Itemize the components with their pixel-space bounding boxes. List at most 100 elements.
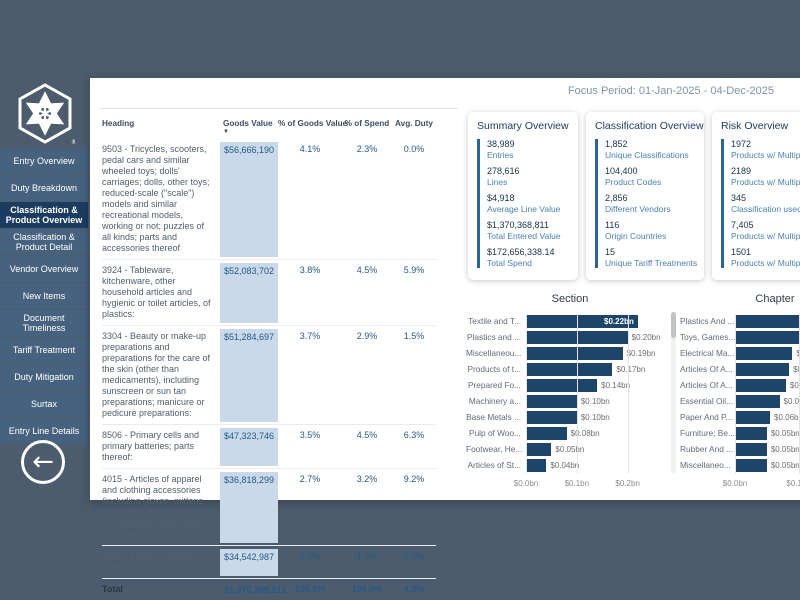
bar-prepared-fo[interactable]: [526, 379, 597, 392]
cell-goods_value: $47,323,746: [220, 425, 278, 469]
cell-goods_value: $51,284,697: [220, 326, 278, 425]
sidebar-item-tariff-treatment[interactable]: Tariff Treatment: [0, 337, 88, 363]
stat-value: 2189: [731, 166, 800, 176]
sidebar-item-entry-overview[interactable]: Entry Overview: [0, 148, 88, 174]
cell-pct_spend: 3.2%: [342, 469, 392, 546]
bar-track: $0.07bn: [735, 395, 800, 408]
section-chart-scrollbar[interactable]: [671, 312, 676, 474]
bar-track: $0.20bn: [526, 331, 674, 344]
bar-pulp-of-woo[interactable]: [526, 427, 567, 440]
col-header-heading[interactable]: Heading: [102, 111, 220, 139]
bar-base-metals[interactable]: [526, 411, 577, 424]
bar-plastics-and[interactable]: [735, 315, 800, 328]
sidebar-item-classification-product-overview[interactable]: Classification & Product Overview: [0, 202, 88, 228]
bar-value-label: $0.19bn: [627, 347, 656, 360]
bar-paper-and-p[interactable]: [735, 411, 770, 424]
bar-value-label: $0.04bn: [550, 459, 579, 472]
stat-label: Entries: [487, 150, 569, 160]
stat-value: 7,405: [731, 220, 800, 230]
cell-avg_duty: 6.3%: [392, 425, 436, 469]
cell-heading: Total: [102, 579, 220, 600]
sidebar-item-duty-breakdown[interactable]: Duty Breakdown: [0, 175, 88, 201]
stat-value: 2,856: [605, 193, 695, 203]
goods-value-text: $36,818,299: [220, 472, 278, 485]
scrollbar-thumb[interactable]: [671, 312, 676, 338]
chart-row: Textile and T...$0.22bn: [466, 313, 674, 329]
back-button[interactable]: ←: [21, 440, 65, 484]
stat-label: Products w/ Multiple C: [731, 150, 800, 160]
cell-pct_spend: 4.5%: [342, 425, 392, 469]
chart-row: Plastics and ...$0.20bn: [466, 329, 674, 345]
table-row[interactable]: 9503 - Tricycles, scooters, pedal cars a…: [102, 139, 436, 260]
sidebar-item-document-timeliness[interactable]: Document Timeliness: [0, 310, 88, 336]
bar-value-label: $0.14bn: [601, 379, 630, 392]
stat-value: 15: [605, 247, 695, 257]
col-header-of-spend[interactable]: % of Spend: [342, 111, 392, 139]
bar-miscellaneou[interactable]: [526, 347, 623, 360]
sidebar-item-classification-product-detail[interactable]: Classification & Product Detail: [0, 229, 88, 255]
cell-pct_goods: 3.8%: [278, 260, 342, 326]
cell-pct_spend: 2.3%: [342, 139, 392, 260]
cell-pct_spend: 100.0%: [342, 579, 392, 600]
chart-row: Footwear, He...$0.05bn: [466, 441, 674, 457]
table-row[interactable]: 3924 - Tableware, kitchenware, other hou…: [102, 260, 436, 326]
bar-essential-oil[interactable]: [735, 395, 780, 408]
bar-category-label: Toys, Games...: [680, 332, 735, 342]
bar-track: $0.19bn: [526, 347, 674, 360]
bar-category-label: Essential Oil...: [680, 396, 735, 406]
sidebar-item-surtax[interactable]: Surtax: [0, 391, 88, 417]
bar-articles-of-a[interactable]: [735, 379, 786, 392]
goods-value-text: $47,323,746: [220, 428, 278, 441]
sidebar-item-duty-mitigation[interactable]: Duty Mitigation: [0, 364, 88, 390]
bar-category-label: Textile and T...: [466, 316, 526, 326]
gridline: [577, 314, 578, 474]
bar-value-label: $0.07bn: [784, 395, 800, 408]
cell-goods_value: $34,542,987: [220, 546, 278, 579]
bar-track: $0.04bn: [526, 459, 674, 472]
col-header-avg-duty[interactable]: Avg. Duty: [392, 111, 436, 139]
bar-value-label: $0.20bn: [632, 331, 661, 344]
x-axis-tick: $0.0bn: [514, 479, 538, 488]
col-header-label: Heading: [102, 119, 134, 128]
card-title: Classification Overview: [595, 120, 695, 132]
bar-articles-of-st[interactable]: [526, 459, 546, 472]
bar-articles-of-a[interactable]: [735, 363, 789, 376]
bar-category-label: Base Metals ...: [466, 412, 526, 422]
stat-label: Unique Tariff Treatments: [605, 258, 695, 268]
table-row[interactable]: 4015 - Articles of apparel and clothing …: [102, 469, 436, 546]
bar-footwear-he[interactable]: [526, 443, 551, 456]
x-axis-tick: $0.0bn: [723, 479, 747, 488]
bar-track: $0.17bn: [526, 363, 674, 376]
chart-row: Miscellaneou...$0.19bn: [466, 345, 674, 361]
table-row[interactable]: 8506 - Primary cells and primary batteri…: [102, 425, 436, 469]
bar-category-label: Electrical Ma...: [680, 348, 735, 358]
cell-pct_goods: 100.0%: [278, 579, 342, 600]
bar-track: $0.05bn: [735, 443, 800, 456]
bar-electrical-ma[interactable]: [735, 347, 792, 360]
bar-rubber-and[interactable]: [735, 443, 767, 456]
sidebar-item-vendor-overview[interactable]: Vendor Overview: [0, 256, 88, 282]
bar-miscellaneo[interactable]: [735, 459, 767, 472]
table-row[interactable]: 9505 - Festive, carnival or other$34,542…: [102, 546, 436, 579]
bar-furniture-be[interactable]: [735, 427, 767, 440]
col-header-goods-value[interactable]: Goods Value▼: [220, 111, 278, 139]
headings-table: Heading Goods Value▼% of Goods Value% of …: [100, 108, 458, 600]
bar-value-label: $0.17bn: [616, 363, 645, 376]
bar-machinery-a[interactable]: [526, 395, 577, 408]
stat-value: $4,918: [487, 193, 569, 203]
col-header-of-goods-value[interactable]: % of Goods Value: [278, 111, 342, 139]
chart-row: Electrical Ma...$0.09bn: [680, 345, 800, 361]
chart-row: Articles Of A...$0.09bn: [680, 361, 800, 377]
sidebar-item-new-items[interactable]: New Items: [0, 283, 88, 309]
table-row[interactable]: 3304 - Beauty or make-up preparations an…: [102, 326, 436, 425]
bar-toys-games[interactable]: [735, 331, 799, 344]
bar-products-of-t[interactable]: [526, 363, 612, 376]
